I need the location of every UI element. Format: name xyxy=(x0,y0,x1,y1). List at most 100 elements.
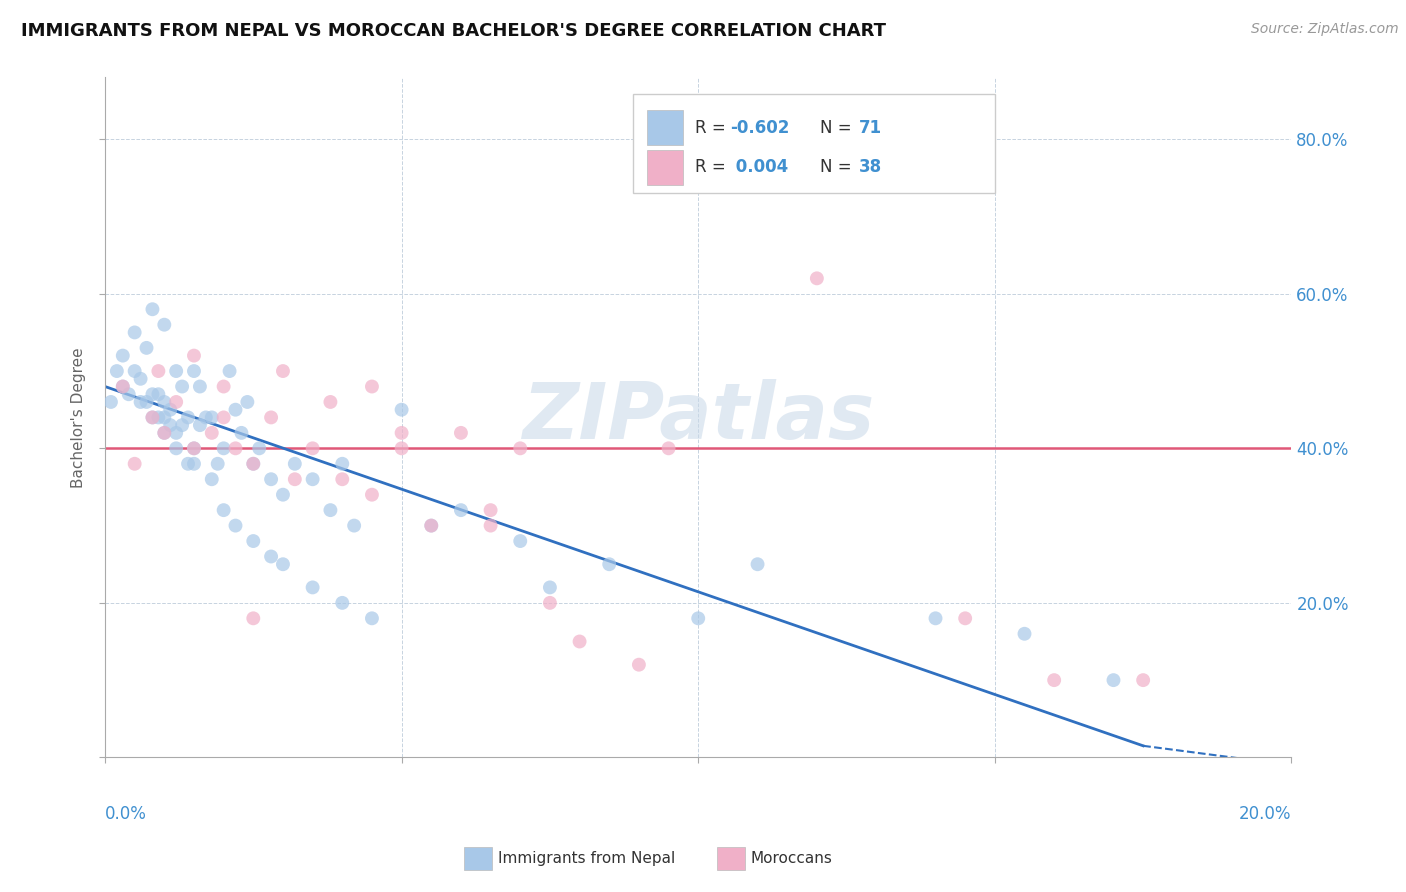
Point xyxy=(165,442,187,456)
Point xyxy=(118,387,141,401)
Point xyxy=(183,442,205,456)
Point xyxy=(177,457,200,471)
Point xyxy=(301,581,323,595)
Text: ZIPatlas: ZIPatlas xyxy=(522,379,875,456)
Point xyxy=(242,457,264,471)
Point xyxy=(124,364,146,378)
Point xyxy=(183,442,205,456)
Point xyxy=(135,341,157,355)
Point xyxy=(242,534,264,549)
Point xyxy=(284,457,307,471)
Point xyxy=(183,364,205,378)
Point xyxy=(301,442,323,456)
Point xyxy=(135,395,157,409)
Text: 20.0%: 20.0% xyxy=(1239,805,1292,823)
Point xyxy=(172,418,194,433)
Text: 71: 71 xyxy=(859,119,882,136)
Point xyxy=(1043,673,1066,687)
Text: Immigrants from Nepal: Immigrants from Nepal xyxy=(498,851,675,865)
Point xyxy=(953,611,976,625)
Point xyxy=(218,364,240,378)
Text: R =: R = xyxy=(695,119,731,136)
Point xyxy=(319,395,342,409)
Point xyxy=(865,117,887,131)
Point xyxy=(479,518,502,533)
Point xyxy=(568,634,591,648)
Point xyxy=(391,425,413,440)
Point xyxy=(319,503,342,517)
Point xyxy=(224,442,246,456)
Point xyxy=(658,442,681,456)
Point xyxy=(212,410,235,425)
Point xyxy=(111,379,134,393)
Point xyxy=(153,425,176,440)
Point xyxy=(224,518,246,533)
Point xyxy=(148,387,170,401)
Point xyxy=(1014,627,1036,641)
Point xyxy=(148,364,170,378)
Point xyxy=(183,349,205,363)
Point xyxy=(361,379,384,393)
Point xyxy=(420,518,443,533)
Point xyxy=(105,364,128,378)
Point xyxy=(391,442,413,456)
Point xyxy=(260,472,283,486)
Point xyxy=(165,364,187,378)
Point xyxy=(330,457,353,471)
Point xyxy=(188,418,211,433)
Point xyxy=(159,418,181,433)
Point xyxy=(111,349,134,363)
Point xyxy=(598,558,620,572)
Point xyxy=(242,611,264,625)
Point xyxy=(124,457,146,471)
Point xyxy=(100,395,122,409)
Bar xyxy=(647,150,683,185)
Point xyxy=(747,558,769,572)
Text: R =: R = xyxy=(695,158,731,177)
Point xyxy=(271,488,294,502)
Point xyxy=(391,402,413,417)
Point xyxy=(284,472,307,486)
Point xyxy=(207,457,229,471)
Point xyxy=(194,410,217,425)
Point xyxy=(212,379,235,393)
Point xyxy=(538,581,561,595)
Text: IMMIGRANTS FROM NEPAL VS MOROCCAN BACHELOR'S DEGREE CORRELATION CHART: IMMIGRANTS FROM NEPAL VS MOROCCAN BACHEL… xyxy=(21,22,886,40)
Point xyxy=(129,395,152,409)
Point xyxy=(1102,673,1125,687)
Text: N =: N = xyxy=(821,158,858,177)
Point xyxy=(111,379,134,393)
Point xyxy=(806,271,828,285)
Point xyxy=(343,518,366,533)
Point xyxy=(141,387,163,401)
Point xyxy=(141,410,163,425)
Point xyxy=(124,326,146,340)
Point xyxy=(688,611,710,625)
Point xyxy=(212,503,235,517)
Point xyxy=(509,442,531,456)
Point xyxy=(165,395,187,409)
Point xyxy=(153,425,176,440)
Point xyxy=(260,549,283,564)
Text: -0.602: -0.602 xyxy=(730,119,790,136)
Point xyxy=(165,425,187,440)
Point xyxy=(361,611,384,625)
Point xyxy=(450,503,472,517)
Point xyxy=(153,318,176,332)
Point xyxy=(420,518,443,533)
FancyBboxPatch shape xyxy=(633,95,995,193)
Text: 0.004: 0.004 xyxy=(730,158,789,177)
Point xyxy=(479,503,502,517)
Point xyxy=(177,410,200,425)
Point xyxy=(172,379,194,393)
Point xyxy=(247,442,270,456)
Point xyxy=(153,410,176,425)
Point xyxy=(509,534,531,549)
Point xyxy=(242,457,264,471)
Point xyxy=(148,410,170,425)
Point xyxy=(271,364,294,378)
Point xyxy=(330,596,353,610)
Point xyxy=(153,395,176,409)
Point xyxy=(924,611,946,625)
Point xyxy=(627,657,650,672)
